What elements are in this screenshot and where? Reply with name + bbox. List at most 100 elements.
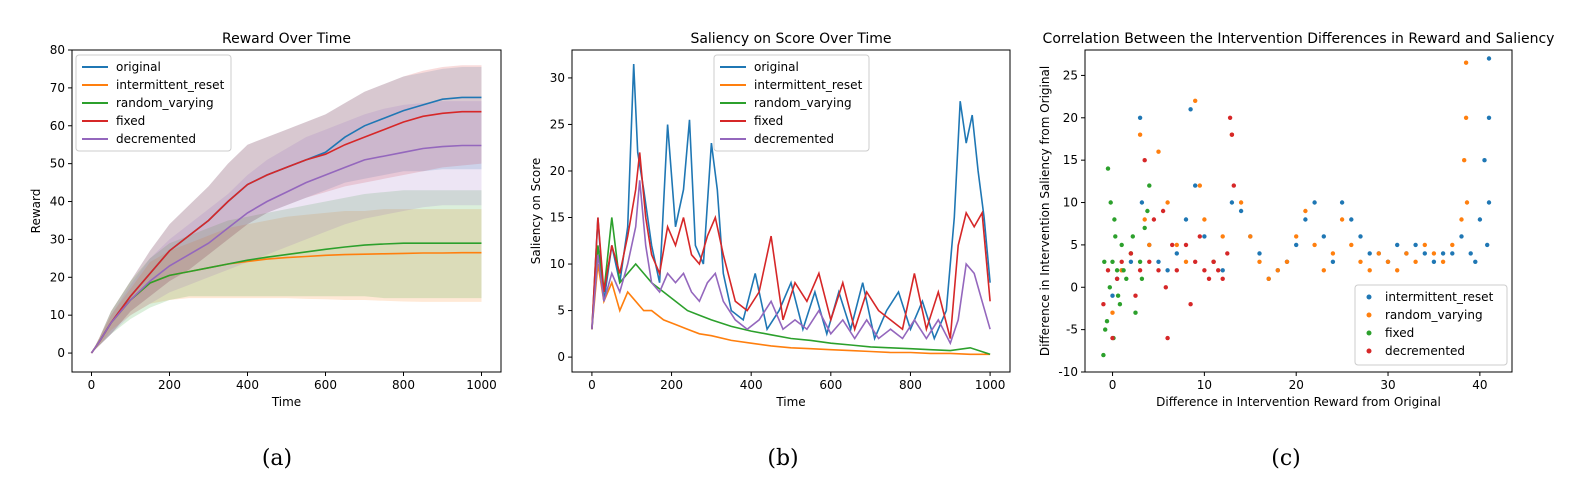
legend-label-random_varying: random_varying bbox=[754, 96, 852, 110]
point-random_varying bbox=[1330, 251, 1336, 256]
legend-label-original: original bbox=[116, 60, 161, 74]
point-decremented bbox=[1114, 276, 1120, 281]
point-intermittent_reset bbox=[1473, 259, 1478, 264]
x-tick-label: 1000 bbox=[975, 378, 1006, 392]
point-fixed bbox=[1114, 268, 1120, 273]
point-intermittent_reset bbox=[1220, 268, 1225, 273]
point-fixed bbox=[1139, 276, 1145, 281]
panel-caption: (c) bbox=[1271, 446, 1301, 471]
y-tick-label: -5 bbox=[1066, 323, 1078, 337]
x-tick-label: 20 bbox=[1289, 378, 1304, 392]
y-tick-label: 30 bbox=[550, 71, 565, 85]
point-intermittent_reset bbox=[1413, 242, 1418, 248]
axes-frame bbox=[1084, 49, 1513, 373]
legend-label-intermittent_reset: intermittent_reset bbox=[754, 78, 863, 92]
legend-marker-fixed bbox=[1366, 330, 1372, 336]
y-tick-label: 70 bbox=[50, 81, 65, 95]
y-tick-label: 10 bbox=[1063, 196, 1078, 210]
point-intermittent_reset bbox=[1431, 259, 1437, 264]
chart-b: 0 200 400 600 800 1000 0 5 10 15 20 25 30 Saliency on… bbox=[529, 31, 1011, 471]
point-decremented bbox=[1156, 268, 1161, 273]
y-tick-label: 50 bbox=[50, 157, 65, 171]
point-random_varying bbox=[1137, 132, 1143, 137]
y-tick-label: 60 bbox=[50, 119, 65, 133]
point-fixed bbox=[1147, 183, 1152, 188]
point-intermittent_reset bbox=[1440, 251, 1446, 256]
legend-label-intermittent_reset: intermittent_reset bbox=[116, 78, 225, 92]
point-decremented bbox=[1229, 132, 1235, 137]
point-intermittent_reset bbox=[1358, 234, 1363, 239]
series-line-fixed bbox=[591, 152, 991, 339]
y-tick-label: 20 bbox=[550, 164, 565, 178]
legend-label-fixed: fixed bbox=[754, 114, 783, 128]
plot-area bbox=[90, 65, 482, 354]
point-decremented bbox=[1202, 268, 1207, 273]
point-intermittent_reset bbox=[1312, 200, 1317, 205]
point-fixed bbox=[1142, 225, 1147, 231]
point-intermittent_reset bbox=[1450, 251, 1455, 256]
legend-marker-random_varying bbox=[1366, 312, 1372, 318]
y-tick-label: 30 bbox=[50, 232, 65, 246]
point-random_varying bbox=[1284, 259, 1290, 264]
point-decremented bbox=[1163, 285, 1169, 290]
legend-marker-intermittent_reset bbox=[1366, 294, 1372, 300]
legend-label-fixed: fixed bbox=[116, 114, 145, 128]
chart-title: Reward Over Time bbox=[222, 31, 351, 47]
x-tick-label: 800 bbox=[392, 378, 415, 392]
point-decremented bbox=[1160, 208, 1166, 214]
point-random_varying bbox=[1197, 183, 1203, 188]
point-random_varying bbox=[1358, 259, 1363, 264]
point-random_varying bbox=[1174, 242, 1180, 248]
x-tick-label: 30 bbox=[1380, 378, 1395, 392]
point-random_varying bbox=[1110, 310, 1115, 315]
y-tick-label: 0 bbox=[1070, 280, 1078, 294]
series-line-decremented bbox=[90, 144, 482, 354]
point-random_varying bbox=[1349, 242, 1354, 248]
chart-title: Saliency on Score Over Time bbox=[690, 31, 891, 47]
point-decremented bbox=[1110, 335, 1115, 341]
point-random_varying bbox=[1183, 259, 1189, 264]
point-intermittent_reset bbox=[1482, 158, 1487, 163]
band-original bbox=[91, 67, 482, 354]
point-decremented bbox=[1170, 242, 1175, 248]
plot-area bbox=[591, 63, 991, 356]
point-decremented bbox=[1193, 259, 1198, 264]
point-intermittent_reset bbox=[1339, 200, 1345, 205]
point-fixed bbox=[1107, 285, 1113, 290]
point-decremented bbox=[1188, 302, 1193, 307]
band-random_varying bbox=[91, 190, 482, 354]
point-intermittent_reset bbox=[1459, 234, 1464, 239]
point-random_varying bbox=[1257, 259, 1262, 264]
legend-label-decremented: decremented bbox=[116, 132, 196, 146]
panel-caption: (b) bbox=[767, 446, 798, 471]
point-intermittent_reset bbox=[1477, 217, 1483, 222]
point-intermittent_reset bbox=[1486, 56, 1492, 61]
point-intermittent_reset bbox=[1257, 251, 1262, 256]
point-decremented bbox=[1101, 302, 1106, 307]
point-decremented bbox=[1220, 276, 1225, 281]
y-tick-label: 0 bbox=[57, 346, 65, 360]
point-fixed bbox=[1117, 302, 1123, 307]
point-decremented bbox=[1206, 276, 1212, 281]
y-tick-label: 25 bbox=[550, 117, 565, 131]
y-tick-label: 80 bbox=[50, 43, 65, 57]
y-tick-label: 20 bbox=[50, 270, 65, 284]
x-tick-label: 10 bbox=[1197, 378, 1212, 392]
y-tick-label: 20 bbox=[1063, 111, 1078, 125]
point-random_varying bbox=[1156, 149, 1161, 154]
x-tick-label: 600 bbox=[819, 378, 842, 392]
point-random_varying bbox=[1413, 259, 1418, 264]
x-axis-label: Time bbox=[775, 395, 805, 409]
x-tick-label: 800 bbox=[899, 378, 922, 392]
legend-label-decremented: decremented bbox=[754, 132, 834, 146]
point-intermittent_reset bbox=[1188, 107, 1193, 112]
point-decremented bbox=[1225, 251, 1230, 256]
point-intermittent_reset bbox=[1330, 259, 1336, 264]
x-tick-label: 200 bbox=[158, 378, 181, 392]
y-tick-label: 10 bbox=[50, 308, 65, 322]
point-decremented bbox=[1105, 268, 1111, 273]
point-random_varying bbox=[1275, 268, 1281, 273]
point-intermittent_reset bbox=[1174, 251, 1180, 256]
point-decremented bbox=[1211, 259, 1216, 264]
point-decremented bbox=[1227, 115, 1233, 121]
